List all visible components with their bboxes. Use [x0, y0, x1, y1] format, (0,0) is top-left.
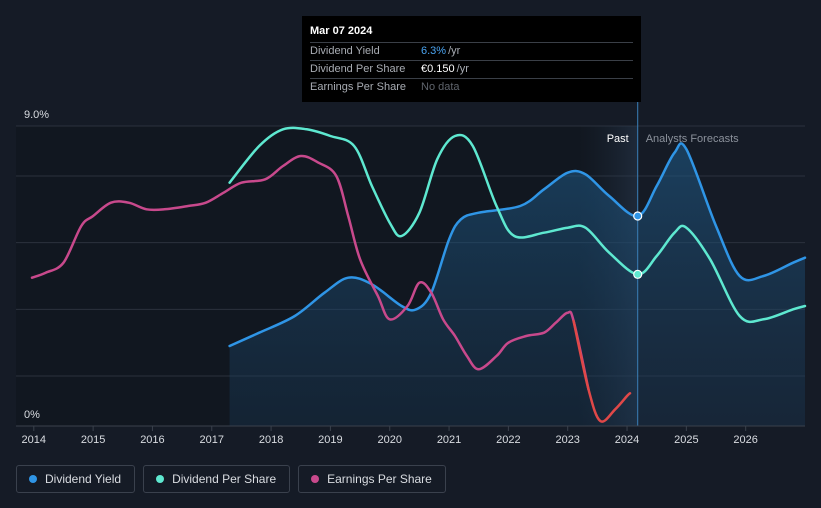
legend-label: Dividend Per Share: [172, 472, 277, 486]
tooltip-row-dividend-yield: Dividend Yield 6.3% /yr: [310, 42, 633, 60]
dividend-yield-area: [229, 143, 806, 426]
tooltip-row-earnings-per-share: Earnings Per Share No data: [310, 78, 633, 96]
legend-label: Earnings Per Share: [327, 472, 432, 486]
x-tick-label: 2019: [318, 434, 342, 446]
legend-label: Dividend Yield: [45, 472, 122, 486]
y-tick-label: 9.0%: [24, 109, 49, 121]
tooltip-value: €0.150: [421, 63, 455, 75]
x-tick-label: 2022: [496, 434, 520, 446]
x-tick-label: 2024: [615, 434, 639, 446]
highlight-point: [633, 211, 643, 221]
past-label: Past: [607, 133, 629, 145]
legend-item-earnings-per-share[interactable]: Earnings Per Share: [298, 465, 446, 493]
tooltip-value: No data: [421, 81, 460, 93]
x-tick-label: 2016: [140, 434, 164, 446]
y-tick-label: 0%: [24, 409, 40, 421]
tooltip-value: 6.3%: [421, 45, 447, 57]
x-tick-label: 2025: [674, 434, 698, 446]
legend-item-dividend-yield[interactable]: Dividend Yield: [16, 465, 136, 493]
forecast-label: Analysts Forecasts: [646, 133, 739, 145]
chart-tooltip: Mar 07 2024 Dividend Yield 6.3% /yr Divi…: [302, 16, 641, 102]
tooltip-unit: /yr: [456, 63, 469, 75]
tooltip-date: Mar 07 2024: [310, 25, 373, 37]
x-tick-label: 2018: [259, 434, 283, 446]
tooltip-unit: /yr: [448, 45, 461, 57]
legend-dot-icon: [311, 475, 320, 483]
legend-dot-icon: [156, 475, 165, 483]
x-tick-label: 2023: [555, 434, 579, 446]
x-tick-label: 2014: [22, 434, 46, 446]
x-tick-label: 2017: [200, 434, 224, 446]
highlight-point: [633, 269, 643, 279]
dividend-yield-line: [228, 142, 807, 348]
chart-legend: Dividend Yield Dividend Per Share Earnin…: [16, 465, 446, 493]
earnings-per-share-recent-line: [572, 319, 632, 423]
tooltip-label: Dividend Per Share: [310, 63, 406, 75]
earnings-per-share-line: [30, 154, 590, 391]
legend-dot-icon: [29, 475, 37, 483]
dividend-per-share-line: [228, 126, 807, 324]
tooltip-row-dividend-per-share: Dividend Per Share €0.150 /yr: [310, 60, 633, 78]
tooltip-label: Earnings Per Share: [310, 81, 406, 93]
x-tick-label: 2021: [437, 434, 461, 446]
x-tick-label: 2015: [81, 434, 105, 446]
x-tick-label: 2026: [733, 434, 757, 446]
tooltip-label: Dividend Yield: [310, 45, 380, 57]
legend-item-dividend-per-share[interactable]: Dividend Per Share: [143, 465, 291, 493]
x-tick-label: 2020: [377, 434, 401, 446]
